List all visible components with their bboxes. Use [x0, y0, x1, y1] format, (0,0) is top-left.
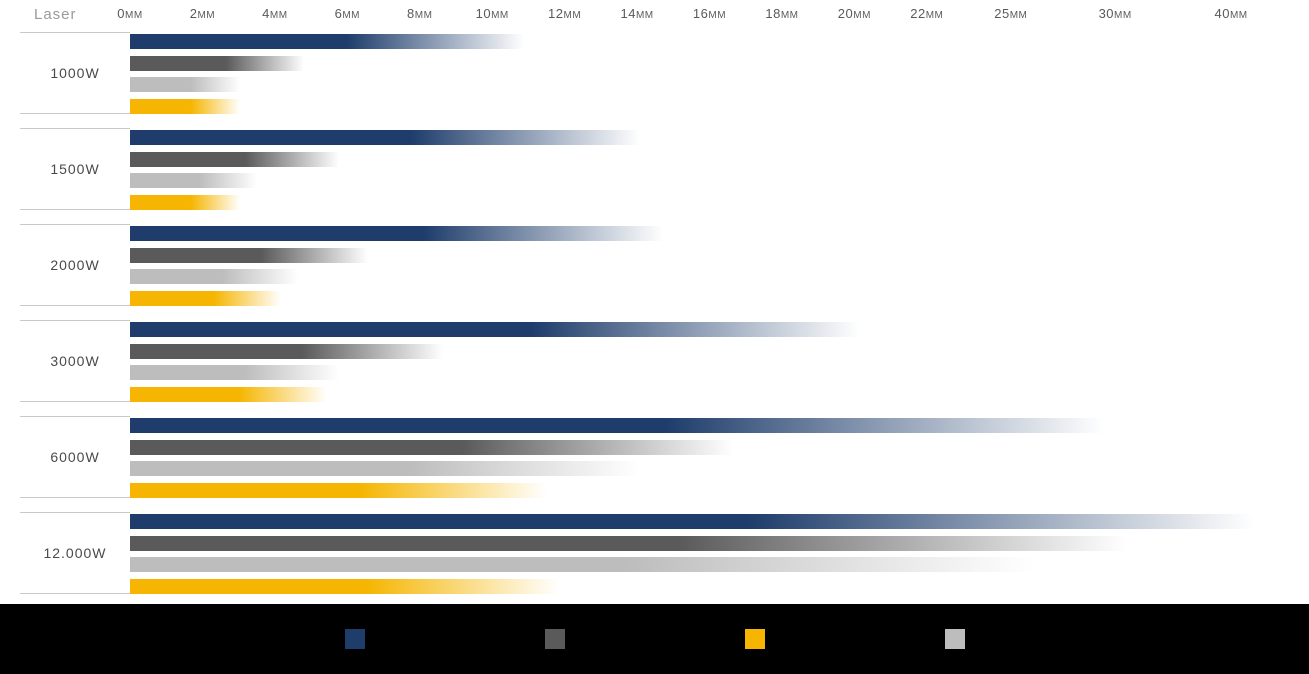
x-tick: 12MM [548, 6, 581, 21]
y-axis-column: Laser 1000W 1500W 2000W 3000W 6000W 12.000W [20, 0, 130, 598]
legend-swatch [345, 629, 365, 649]
x-tick: 10MM [476, 6, 509, 21]
x-tick: 18MM [765, 6, 798, 21]
bar-aluminium [130, 557, 1034, 572]
legend-swatch [945, 629, 965, 649]
x-tick: 25MM [994, 6, 1027, 21]
bar-aluminium [130, 269, 298, 284]
bar-brass [130, 195, 240, 210]
bar-stainless_steel [130, 440, 733, 455]
power-group [130, 124, 1289, 214]
x-axis: 0MM2MM4MM6MM8MM10MM12MM14MM16MM18MM20MM2… [130, 0, 1289, 28]
plot-area: 0MM2MM4MM6MM8MM10MM12MM14MM16MM18MM20MM2… [130, 0, 1289, 598]
x-tick: 30MM [1099, 6, 1132, 21]
bar-brass [130, 99, 240, 114]
legend [0, 604, 1309, 674]
x-tick: 14MM [620, 6, 653, 21]
bar-carbon_steel [130, 34, 524, 49]
x-tick: 4MM [262, 6, 287, 21]
bar-stainless_steel [130, 56, 304, 71]
power-label: 1500W [20, 128, 130, 210]
power-group [130, 316, 1289, 406]
power-label: 2000W [20, 224, 130, 306]
x-tick: 22MM [910, 6, 943, 21]
laser-cutting-capacity-chart: Laser 1000W 1500W 2000W 3000W 6000W 12.000W 0… [0, 0, 1309, 598]
legend-item [345, 629, 365, 649]
bar-brass [130, 387, 327, 402]
power-group [130, 412, 1289, 502]
bar-brass [130, 483, 547, 498]
bar-brass [130, 291, 281, 306]
y-axis-title: Laser [20, 0, 130, 28]
bar-brass [130, 579, 559, 594]
power-group [130, 220, 1289, 310]
bar-stainless_steel [130, 344, 443, 359]
bar-aluminium [130, 173, 257, 188]
bar-carbon_steel [130, 130, 640, 145]
power-label: 3000W [20, 320, 130, 402]
bar-aluminium [130, 461, 640, 476]
power-label: 12.000W [20, 512, 130, 594]
power-group [130, 28, 1289, 118]
bar-stainless_steel [130, 536, 1127, 551]
legend-item [545, 629, 565, 649]
x-tick: 2MM [190, 6, 215, 21]
bar-carbon_steel [130, 322, 860, 337]
bar-aluminium [130, 365, 339, 380]
legend-item [745, 629, 765, 649]
bar-carbon_steel [130, 226, 663, 241]
x-tick: 0MM [117, 6, 142, 21]
legend-item [945, 629, 965, 649]
legend-swatch [745, 629, 765, 649]
bar-stainless_steel [130, 152, 339, 167]
x-tick: 8MM [407, 6, 432, 21]
x-tick: 6MM [335, 6, 360, 21]
power-label: 1000W [20, 32, 130, 114]
legend-swatch [545, 629, 565, 649]
x-tick: 16MM [693, 6, 726, 21]
x-tick: 40MM [1214, 6, 1247, 21]
bar-aluminium [130, 77, 240, 92]
x-tick: 20MM [838, 6, 871, 21]
power-group [130, 508, 1289, 598]
power-label: 6000W [20, 416, 130, 498]
bar-carbon_steel [130, 418, 1104, 433]
bar-carbon_steel [130, 514, 1254, 529]
bar-stainless_steel [130, 248, 368, 263]
